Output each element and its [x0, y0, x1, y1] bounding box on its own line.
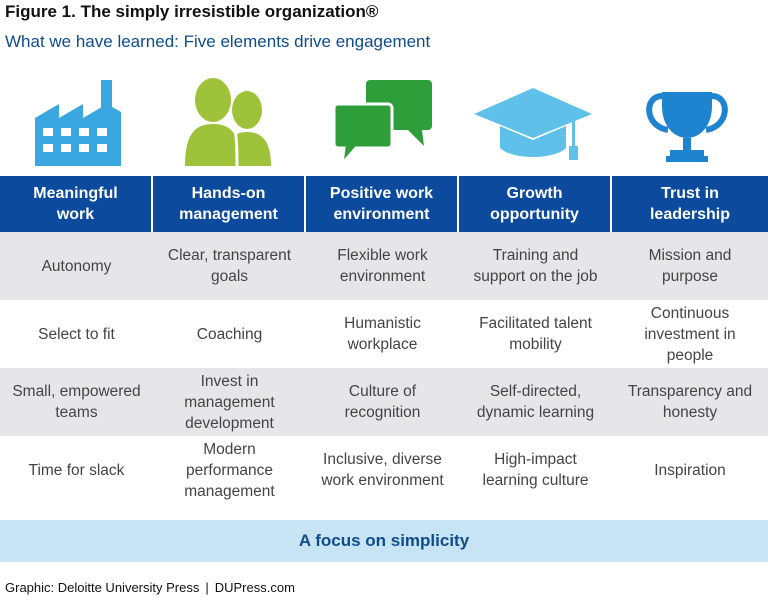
table-cell: Modern performance management: [184, 440, 275, 500]
engagement-table: Meaningful work Hands-on management Positi…: [0, 176, 768, 504]
table-cell: Mission and purpose: [648, 247, 732, 285]
table-cell: Time for slack: [28, 461, 125, 479]
table-cell: Culture of recognition: [344, 383, 421, 421]
trophy-icon: [612, 74, 762, 172]
column-header: Hands-on management: [153, 176, 306, 232]
table-cell: Flexible work environment: [337, 247, 428, 285]
column-header: Trust in leadership: [649, 185, 731, 223]
speech-bubbles-icon: [308, 74, 458, 172]
column-header: Positive work environment: [306, 176, 459, 232]
table-cell: High-impact learning culture: [482, 451, 589, 489]
table-cell: Small, empowered teams: [12, 383, 141, 421]
table-cell: Self-directed, dynamic learning: [476, 383, 595, 421]
table-cell: Autonomy: [41, 257, 112, 275]
source-credit: Graphic: Deloitte University Press | DUPre…: [5, 580, 295, 595]
table-header: Meaningful work Hands-on management Positi…: [0, 176, 768, 232]
table-row: Time for slack Modern performance manageme…: [0, 436, 768, 504]
table-row: Autonomy Clear, transparent goals Flexibl…: [0, 232, 768, 300]
table-cell: Continuous investment in people: [644, 304, 736, 364]
icon-row: [0, 74, 768, 172]
table-row: Small, empowered teams Invest in managemen…: [0, 368, 768, 436]
source-right: DUPress.com: [214, 580, 295, 595]
column-header: Meaningful work: [0, 176, 153, 232]
table-cell: Coaching: [196, 325, 263, 343]
figure-title: Figure 1. The simply irresistible organi…: [5, 2, 379, 21]
table-cell: Humanistic workplace: [344, 315, 421, 353]
table-row: Select to fit Coaching Humanistic workpla…: [0, 300, 768, 368]
table-cell: Transparency and honesty: [627, 383, 753, 421]
figure-subtitle: What we have learned: Five elements driv…: [5, 32, 431, 51]
table-cell: Training and support on the job: [473, 247, 598, 285]
table-cell: Facilitated talent mobility: [479, 315, 592, 353]
focus-banner: A focus on simplicity: [0, 520, 768, 562]
table-cell: Invest in management development: [184, 372, 275, 432]
table-cell: Inspiration: [654, 461, 726, 479]
source-left: Graphic: Deloitte University Press: [5, 580, 200, 595]
table-cell: Inclusive, diverse work environment: [321, 451, 444, 489]
table-cell: Select to fit: [38, 325, 115, 343]
table-cell: Clear, transparent goals: [167, 247, 292, 285]
factory-icon: [3, 74, 153, 172]
people-icon: [153, 74, 303, 172]
column-header: Growth opportunity: [459, 176, 612, 232]
source-separator: |: [205, 580, 209, 595]
graduation-cap-icon: [458, 74, 608, 172]
